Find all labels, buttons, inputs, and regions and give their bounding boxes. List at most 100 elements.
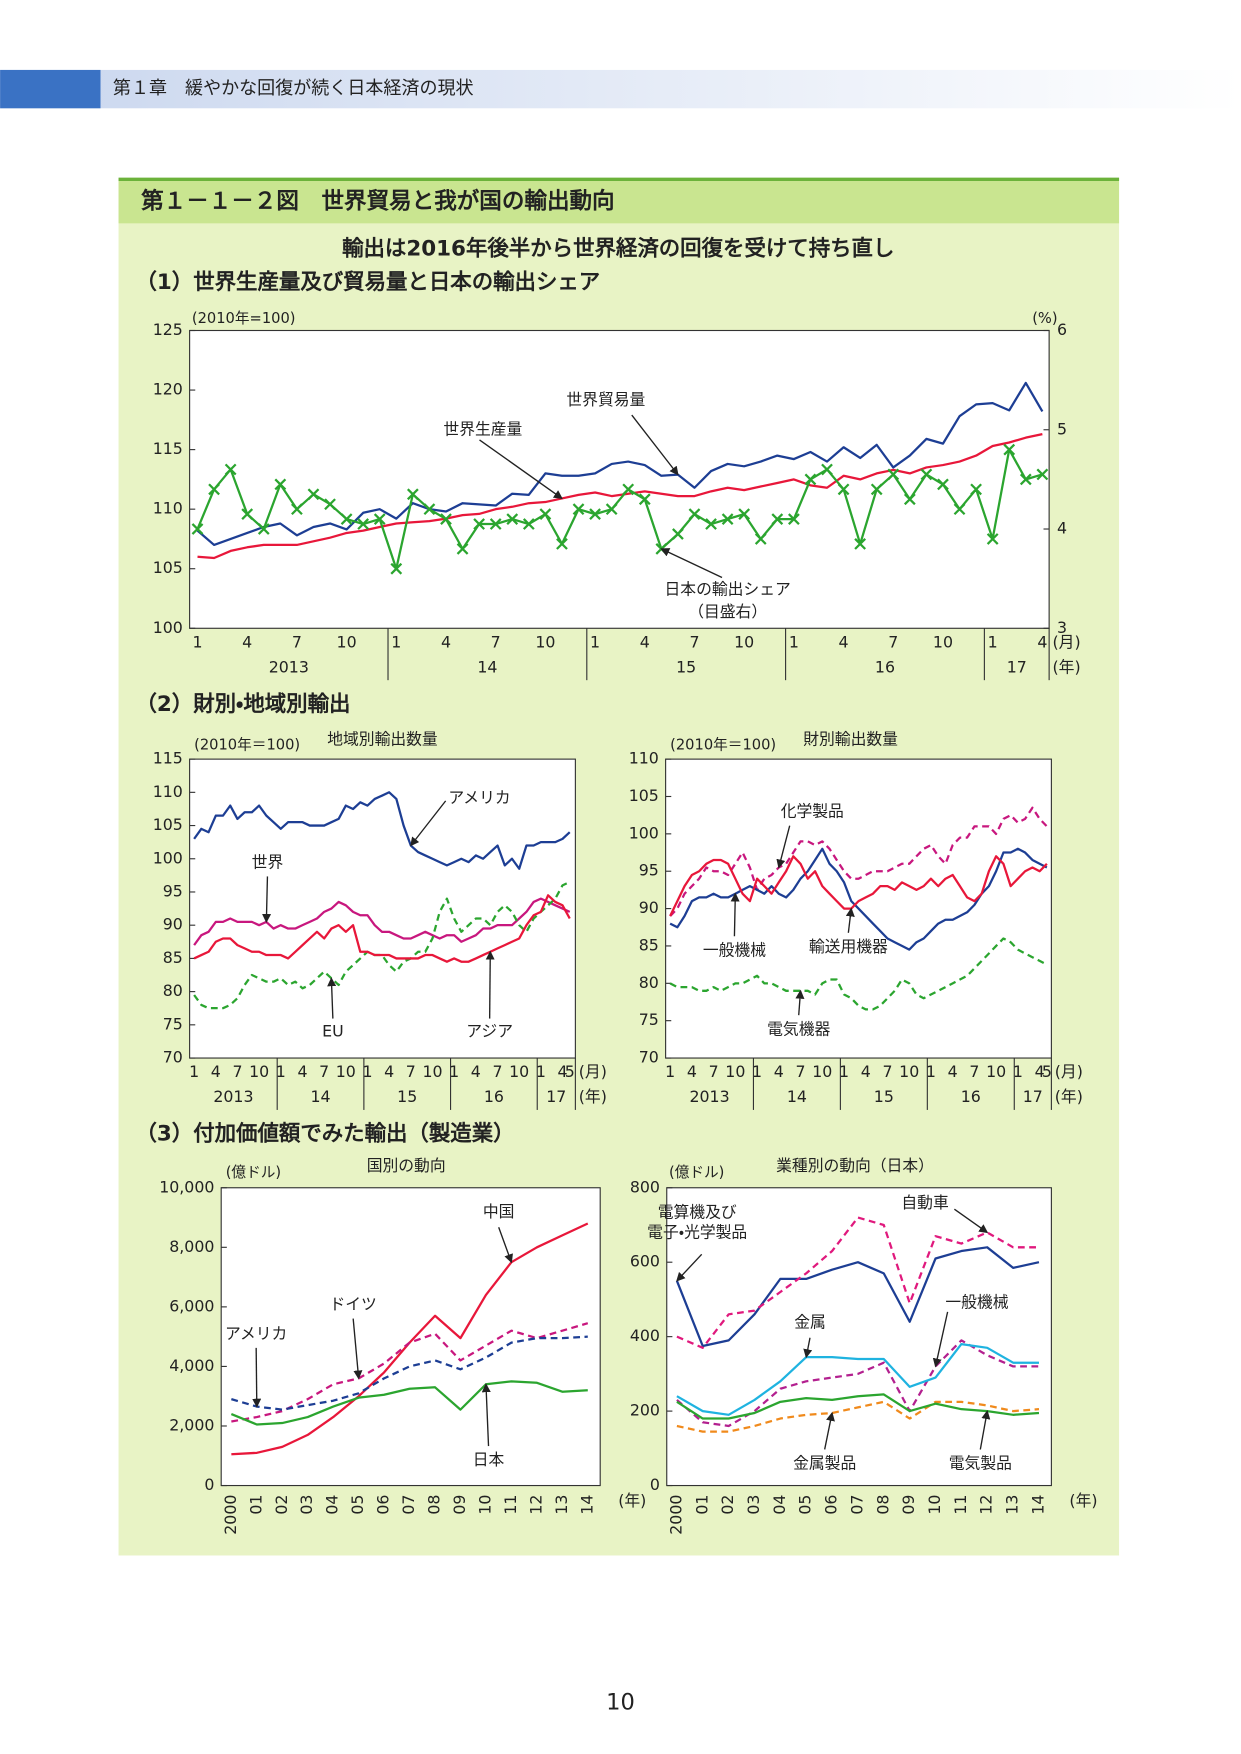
label-arrow xyxy=(932,1311,949,1368)
series-marker xyxy=(324,498,336,511)
series-label: EU xyxy=(322,1022,344,1041)
label-arrow xyxy=(352,1318,363,1380)
label-arrow xyxy=(803,1337,813,1359)
series-marker xyxy=(489,518,502,530)
series-label: 一般機械 xyxy=(703,940,766,959)
x-tick-label: 4 xyxy=(1035,1062,1045,1081)
section-heading: （2）財別・地域別輸出 xyxy=(135,691,350,717)
x-tick-label: 10 xyxy=(535,632,555,651)
series-label: 自動車 xyxy=(901,1193,948,1212)
series-line xyxy=(675,1246,1040,1348)
y-tick-label: 115 xyxy=(153,439,183,458)
label-arrow xyxy=(262,876,272,923)
label-arrow xyxy=(479,439,563,500)
series-marker xyxy=(373,513,386,525)
x-tick-label: 08 xyxy=(425,1495,444,1515)
year-label: 16 xyxy=(875,657,895,676)
year-label: 2013 xyxy=(689,1087,729,1106)
x-tick-label: 2000 xyxy=(221,1495,240,1535)
series-label: 一般機械 xyxy=(945,1292,1008,1311)
x-tick-label: 04 xyxy=(323,1495,342,1515)
x-tick-label: 1 xyxy=(1013,1062,1023,1081)
x-tick-label: 12 xyxy=(526,1495,545,1515)
series-marker xyxy=(721,513,734,525)
series-marker xyxy=(887,468,900,481)
x-tick-label: 7 xyxy=(319,1062,329,1081)
year-label: 14 xyxy=(787,1087,807,1106)
x-tick-label: 4 xyxy=(774,1062,784,1081)
label-arrow xyxy=(481,1383,491,1447)
x-tick-label: 10 xyxy=(509,1062,529,1081)
label-arrow xyxy=(676,1253,703,1282)
series-marker xyxy=(605,503,618,516)
x-tick-label: 2000 xyxy=(666,1495,685,1535)
y-tick-label: 0 xyxy=(204,1475,214,1494)
y2-tick-label: 3 xyxy=(1057,618,1067,637)
series-label: 世界貿易量 xyxy=(566,390,645,409)
label-arrow xyxy=(845,907,855,933)
y-tick-label: 6,000 xyxy=(169,1296,214,1315)
y-tick-label: 115 xyxy=(153,749,183,768)
x-tick-label: 07 xyxy=(399,1495,418,1515)
y-axis-unit: (2010年=100) xyxy=(192,310,296,327)
series-marker xyxy=(638,493,651,506)
year-label: 2013 xyxy=(269,657,309,676)
series-marker xyxy=(1003,443,1016,456)
x-tick-label: 01 xyxy=(692,1495,711,1515)
series-marker xyxy=(771,513,784,525)
x-tick-label: 4 xyxy=(948,1062,958,1081)
x-tick-label: 1 xyxy=(988,632,998,651)
page-number: 10 xyxy=(606,1690,635,1716)
year-label: 14 xyxy=(477,657,497,676)
series-marker xyxy=(854,538,867,550)
x-tick-label: 10 xyxy=(475,1495,494,1515)
figure-title: 第１－１－２図 世界貿易と我が国の輸出動向 xyxy=(141,187,614,214)
series-label: 金属製品 xyxy=(793,1454,856,1473)
series-marker xyxy=(191,523,204,535)
series-marker xyxy=(837,483,850,496)
series-marker xyxy=(788,513,800,525)
x-tick-label: 10 xyxy=(725,1062,745,1081)
x-tick-label: 7 xyxy=(796,1062,806,1081)
series-label: 日本 xyxy=(473,1450,505,1469)
series-marker xyxy=(986,533,999,545)
series-marker xyxy=(539,508,552,521)
x-tick-label: 09 xyxy=(450,1495,469,1515)
y-tick-label: 110 xyxy=(153,782,183,801)
year-label: 16 xyxy=(484,1087,504,1106)
x-tick-label: 1 xyxy=(536,1062,546,1081)
x-tick-label: 10 xyxy=(899,1062,919,1081)
y-tick-label: 125 xyxy=(153,320,183,339)
year-label: 16 xyxy=(961,1087,981,1106)
x-tick-label: 4 xyxy=(839,632,849,651)
series-marker xyxy=(456,542,469,555)
y-axis-unit: (2010年＝100) xyxy=(194,737,300,754)
year-unit: (年) xyxy=(1053,657,1081,676)
y-tick-label: 85 xyxy=(163,948,183,967)
series-marker xyxy=(340,513,353,525)
series-marker xyxy=(423,503,436,516)
x-tick-label: 1 xyxy=(276,1062,286,1081)
series-label: アメリカ xyxy=(448,788,510,807)
y-axis-unit: (億ドル) xyxy=(669,1164,724,1181)
series-label: アメリカ xyxy=(225,1324,287,1343)
header-block xyxy=(0,69,101,109)
x-tick-label: 03 xyxy=(744,1495,763,1515)
x-tick-label: 11 xyxy=(951,1495,970,1515)
y-tick-label: 100 xyxy=(629,823,659,842)
year-label: 17 xyxy=(1007,657,1027,676)
series-marker xyxy=(1019,473,1032,486)
x-tick-label: 1 xyxy=(926,1062,936,1081)
y-tick-label: 105 xyxy=(629,786,659,805)
x-tick-label: 4 xyxy=(1037,632,1047,651)
series-marker xyxy=(672,528,684,540)
series-marker xyxy=(291,503,303,516)
series-label: 輸送用機器 xyxy=(809,937,888,956)
year-unit: (年) xyxy=(1055,1087,1083,1106)
y-tick-label: 95 xyxy=(163,881,183,900)
series-label: 電気機器 xyxy=(767,1019,830,1038)
x-tick-label: 7 xyxy=(689,632,699,651)
series-marker xyxy=(804,473,817,486)
x-tick-label: 7 xyxy=(709,1062,719,1081)
x-tick-label: 1 xyxy=(590,632,600,651)
